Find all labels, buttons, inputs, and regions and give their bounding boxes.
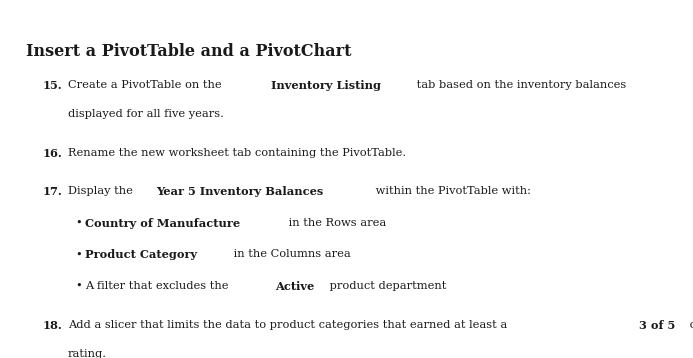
Text: online: online (686, 320, 693, 330)
Text: Product Category: Product Category (85, 250, 198, 260)
Text: A filter that excludes the: A filter that excludes the (85, 281, 232, 291)
Text: product department: product department (326, 281, 446, 291)
Text: in the Rows area: in the Rows area (286, 218, 387, 228)
Text: displayed for all five years.: displayed for all five years. (68, 109, 224, 119)
Text: Year 5 Inventory Balances: Year 5 Inventory Balances (157, 187, 324, 197)
Text: •: • (75, 218, 82, 228)
Text: Country of Manufacture: Country of Manufacture (85, 218, 240, 229)
Text: rating.: rating. (68, 349, 107, 358)
Text: Active: Active (275, 281, 315, 292)
Text: in the Columns area: in the Columns area (230, 250, 351, 260)
Text: •: • (75, 281, 82, 291)
Text: 17.: 17. (43, 187, 62, 197)
Text: 15.: 15. (43, 80, 62, 91)
Text: Rename the new worksheet tab containing the PivotTable.: Rename the new worksheet tab containing … (68, 148, 406, 158)
Text: Insert a PivotTable and a PivotChart: Insert a PivotTable and a PivotChart (26, 43, 352, 60)
Text: Add a slicer that limits the data to product categories that earned at least a: Add a slicer that limits the data to pro… (68, 320, 511, 330)
Text: Create a PivotTable on the: Create a PivotTable on the (68, 80, 225, 90)
Text: within the PivotTable with:: within the PivotTable with: (372, 187, 531, 197)
Text: 3 of 5: 3 of 5 (640, 320, 676, 330)
Text: tab based on the inventory balances: tab based on the inventory balances (413, 80, 626, 90)
Text: 18.: 18. (43, 320, 62, 330)
Text: •: • (75, 250, 82, 260)
Text: Inventory Listing: Inventory Listing (271, 80, 381, 91)
Text: 16.: 16. (43, 148, 62, 159)
Text: Display the: Display the (68, 187, 137, 197)
